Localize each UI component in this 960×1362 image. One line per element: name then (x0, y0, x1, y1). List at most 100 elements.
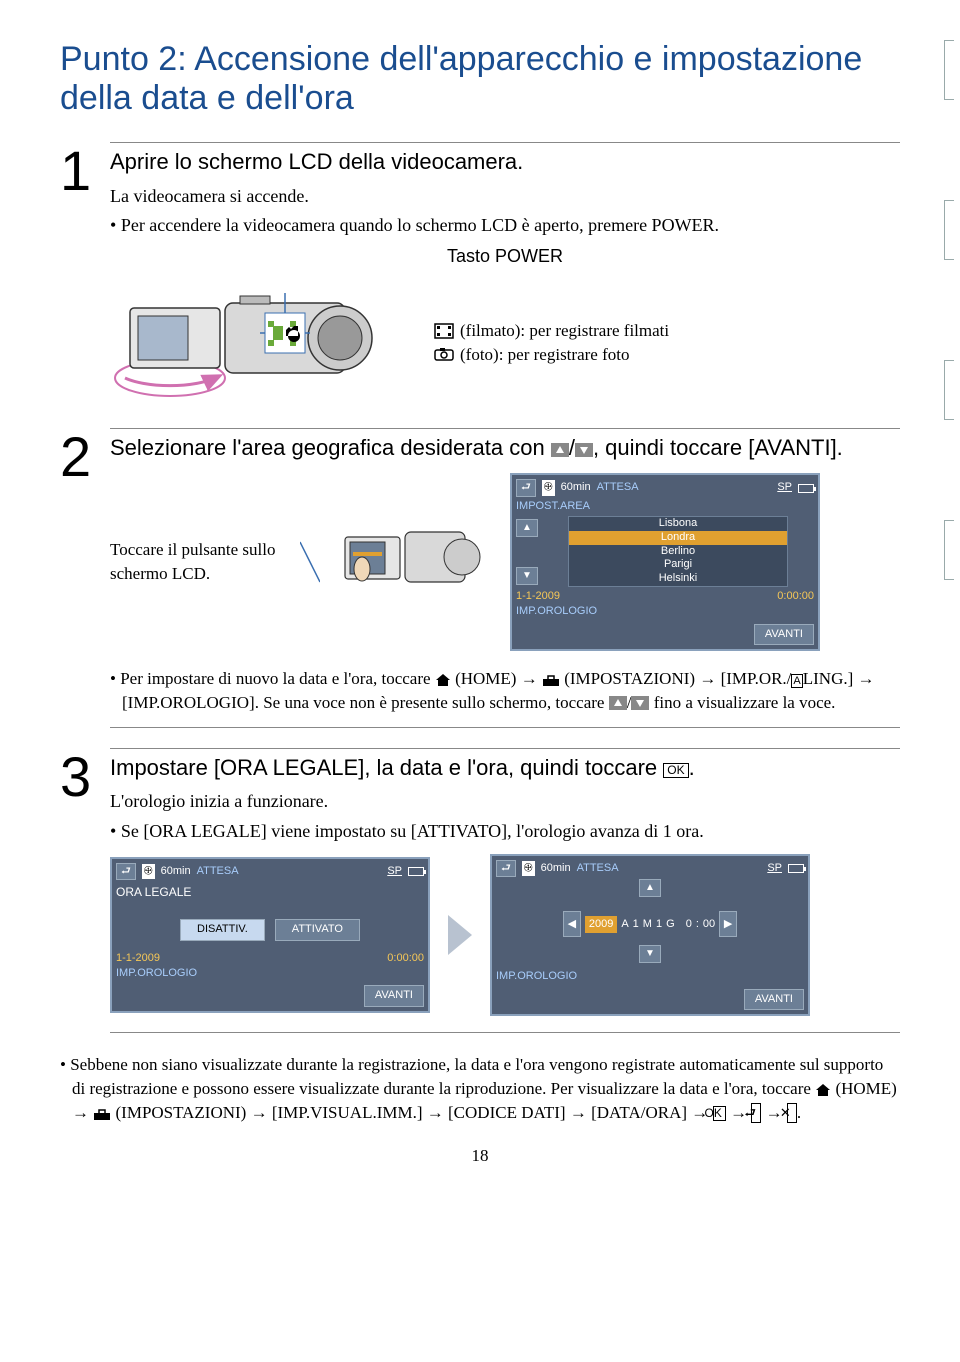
dst-title: ORA LEGALE (116, 884, 424, 901)
field-prev-button[interactable]: ◀ (563, 911, 581, 937)
field-next-button[interactable]: ▶ (719, 911, 737, 937)
footer-text-a: Sebbene non siano visualizzate durante l… (70, 1055, 883, 1098)
power-button-label: Tasto POWER (110, 244, 900, 269)
step1-bullet: Per accendere la videocamera quando lo s… (110, 213, 900, 238)
home-label: (HOME) (451, 669, 521, 688)
touch-label: Toccare il pulsante sullo schermo LCD. (110, 538, 280, 586)
day-value[interactable]: 1 (656, 917, 662, 932)
hour-value[interactable]: 0 (686, 917, 692, 932)
ok-icon: OK (663, 763, 688, 778)
step-number-3: 3 (60, 738, 91, 816)
step2-note-d: fino a visualizzare la voce. (649, 693, 835, 712)
film-icon (434, 323, 454, 339)
page-number: 18 (60, 1144, 900, 1168)
connector-line (300, 532, 320, 592)
step-3: 3 Impostare [ORA LEGALE], la data e l'or… (60, 748, 900, 1033)
dst-off-button[interactable]: DISATTIV. (180, 919, 265, 940)
rec-status: ATTESA (597, 480, 639, 495)
city-item[interactable]: Parigi (569, 558, 787, 572)
step3-subline: L'orologio inizia a funzionare. (110, 789, 900, 814)
minute-value[interactable]: 00 (703, 917, 715, 932)
footer-text-b: [IMP.VISUAL.IMM.] (268, 1103, 427, 1122)
step1-heading: Aprire lo schermo LCD della videocamera. (110, 142, 900, 178)
step3-heading: Impostare [ORA LEGALE], la data e l'ora,… (110, 748, 900, 784)
side-tabs (944, 40, 954, 580)
camcorder-illustration (110, 278, 410, 408)
up-arrow-icon (551, 443, 569, 457)
next-button[interactable]: AVANTI (744, 989, 804, 1010)
city-item[interactable]: Berlino (569, 545, 787, 559)
year-value[interactable]: 2009 (585, 916, 617, 933)
ling-label: LING.] (803, 669, 858, 688)
footer-text-c: [CODICE DATI] (444, 1103, 570, 1122)
dst-on-button[interactable]: ATTIVATO (275, 919, 360, 940)
rec-time: 60min (161, 864, 191, 879)
area-title: IMPOST.AREA (516, 499, 814, 514)
screen-clock: 0:00:00 (387, 951, 424, 966)
step2-heading: Selezionare l'area geografica desiderata… (110, 428, 900, 464)
home-label: (HOME) (831, 1079, 897, 1098)
step2-touch-row: Toccare il pulsante sullo schermo LCD. ⮐… (110, 473, 900, 651)
step1-diagram: (filmato): per registrare filmati (foto)… (110, 278, 900, 408)
mode-film-text: (filmato): per registrare filmati (460, 319, 669, 343)
step-2: 2 Selezionare l'area geografica desidera… (60, 428, 900, 728)
step2-note-b: [IMP.OR./ (721, 669, 792, 688)
val-up-button[interactable]: ▲ (639, 879, 661, 897)
city-item[interactable]: Helsinki (569, 572, 787, 586)
dst-screen: ⮐ 🕀 60min ATTESA SP ORA LEGALE DISATTIV.… (110, 857, 430, 1013)
rec-time: 60min (541, 861, 571, 876)
month-value[interactable]: 1 (633, 917, 639, 932)
step2-note-c: [IMP.OROLOGIO]. Se una voce non è presen… (122, 693, 609, 712)
step-number-1: 1 (60, 132, 91, 210)
down-arrow-icon (575, 443, 593, 457)
step3-screens: ⮐ 🕀 60min ATTESA SP ORA LEGALE DISATTIV.… (110, 854, 900, 1016)
mode-descriptions: (filmato): per registrare filmati (foto)… (434, 319, 669, 367)
down-arrow-icon (631, 696, 649, 710)
scroll-up-button[interactable]: ▲ (516, 519, 538, 537)
flow-arrow-icon (448, 915, 472, 955)
home-icon (435, 673, 451, 687)
val-down-button[interactable]: ▼ (639, 945, 661, 963)
step3-head-text: Impostare [ORA LEGALE], la data e l'ora,… (110, 755, 663, 780)
next-button[interactable]: AVANTI (754, 624, 814, 645)
screen-bottom-label: IMP.OROLOGIO (496, 969, 804, 984)
home-icon (815, 1083, 831, 1097)
step2-head-b: , quindi toccare [AVANTI]. (593, 435, 843, 460)
battery-icon (408, 867, 424, 876)
camcorder-small-illustration (340, 517, 490, 607)
city-list[interactable]: Lisbona Londra Berlino Parigi Helsinki (568, 516, 788, 587)
datetime-values: ◀ 2009 A 1 M 1 G 0:00 ▶ (496, 911, 804, 937)
camera-icon (434, 347, 454, 361)
step-number-2: 2 (60, 418, 91, 496)
return-icon: ⮐ (751, 1103, 761, 1123)
battery-icon (788, 864, 804, 873)
back-icon: ⮐ (496, 860, 516, 877)
city-item[interactable]: Lisbona (569, 517, 787, 531)
impost-label: (IMPOSTAZIONI) (111, 1103, 250, 1122)
datetime-screen: ⮐ 🕀 60min ATTESA SP ▲ ◀ 2009 A 1 M 1 G 0… (490, 854, 810, 1016)
screen-date: 1-1-2009 (116, 951, 160, 966)
screen-bottom-label: IMP.OROLOGIO (116, 966, 424, 981)
rec-status: ATTESA (577, 861, 619, 876)
close-icon: ✕ (787, 1103, 797, 1123)
step3-bullet: Se [ORA LEGALE] viene impostato su [ATTI… (110, 819, 900, 844)
sp-indicator: SP (387, 864, 402, 879)
mode-foto-text: (foto): per registrare foto (460, 343, 629, 367)
city-item-selected[interactable]: Londra (569, 531, 787, 545)
toolbox-icon (93, 1109, 111, 1121)
step2-head-a: Selezionare l'area geografica desiderata… (110, 435, 551, 460)
ok-icon: OK (713, 1106, 726, 1121)
back-icon: ⮐ (116, 863, 136, 880)
toolbox-icon (542, 675, 560, 687)
step2-note-a: Per impostare di nuovo la data e l'ora, … (120, 669, 435, 688)
scroll-down-button[interactable]: ▼ (516, 567, 538, 585)
rec-time: 60min (561, 480, 591, 495)
footer-text-d: [DATA/ORA] (587, 1103, 691, 1122)
sp-indicator: SP (777, 480, 792, 495)
back-icon: ⮐ (516, 479, 536, 496)
screen-bottom-label: IMP.OROLOGIO (516, 604, 814, 619)
screen-clock: 0:00:00 (777, 589, 814, 604)
next-button[interactable]: AVANTI (364, 985, 424, 1006)
footer-note: Sebbene non siano visualizzate durante l… (60, 1053, 900, 1124)
battery-icon (798, 484, 814, 493)
